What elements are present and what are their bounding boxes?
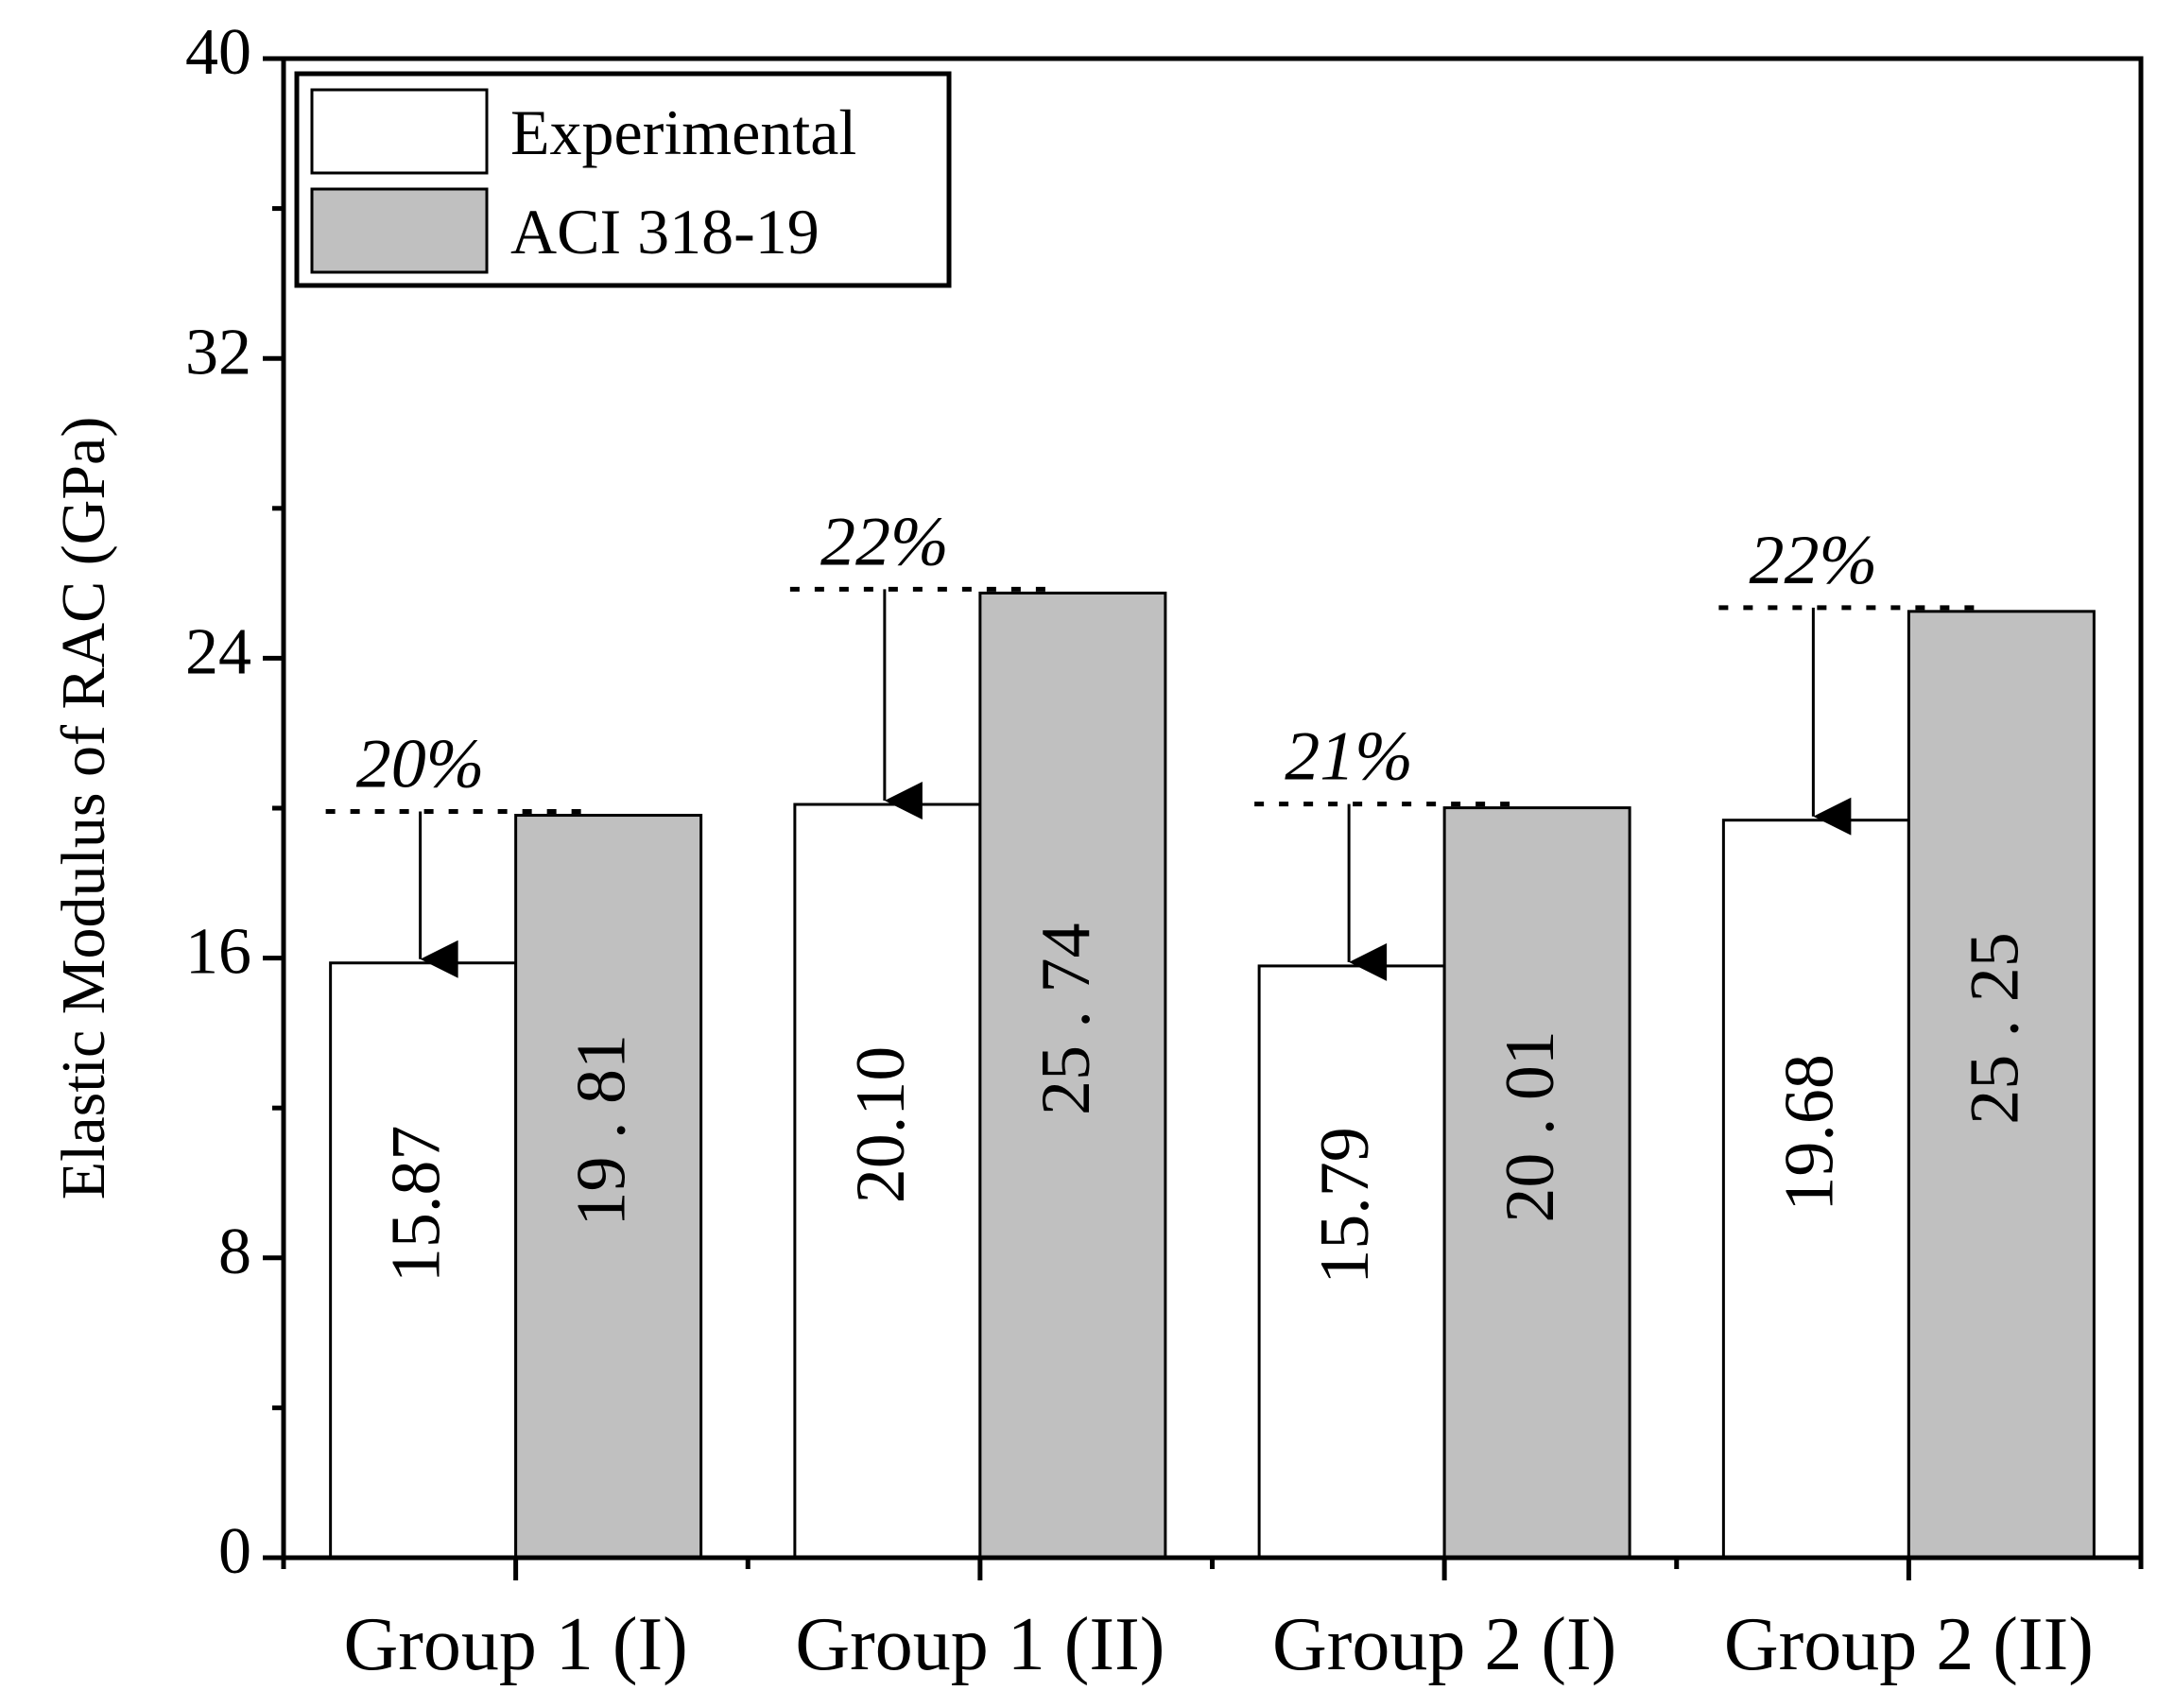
data-label-aci: 25 . 25	[1956, 932, 2033, 1125]
legend-label: ACI 318-19	[510, 196, 820, 267]
data-label-aci: 25 . 74	[1027, 923, 1105, 1115]
bar-aci	[978, 591, 1167, 1560]
bar-experimental	[329, 961, 518, 1560]
x-category-label: Group 2 (II)	[1724, 1603, 2094, 1686]
y-tick-label: 24	[185, 615, 251, 688]
reduction-percent-label: 21%	[1285, 718, 1413, 796]
reduction-percent-label: 22%	[820, 503, 949, 580]
data-label-experimental: 20.10	[842, 1046, 920, 1204]
data-label-aci: 19 . 81	[563, 1034, 641, 1227]
x-category-label: Group 1 (I)	[343, 1603, 687, 1686]
y-tick-label: 0	[218, 1515, 251, 1588]
legend-label: Experimental	[510, 96, 856, 168]
reduction-percent-label: 20%	[356, 726, 485, 803]
reduction-percent-label: 22%	[1750, 522, 1878, 599]
legend: Experimental ACI 318-19	[294, 71, 952, 288]
data-label-experimental: 15.79	[1306, 1127, 1384, 1285]
x-category-label: Group 1 (II)	[795, 1603, 1165, 1686]
bars-layer: 15.87 19 . 81 20.10 25 . 74 15.79 20 . 01 19.6…	[329, 591, 2096, 1560]
data-label-experimental: 15.87	[378, 1126, 456, 1284]
bar-aci	[1907, 610, 2096, 1560]
y-tick-label: 16	[185, 916, 251, 989]
legend-swatch	[310, 187, 489, 274]
axes-layer: 0 8 16 24 32 40 Group 1 (I) Group 1 (II) Group 2…	[49, 16, 2144, 1686]
bar-experimental	[1257, 964, 1446, 1560]
data-label-aci: 20 . 01	[1492, 1030, 1569, 1223]
bar-aci	[514, 814, 703, 1560]
y-axis-title: Elastic Modulus of RAC (GPa)	[49, 417, 118, 1200]
y-tick-label: 32	[185, 316, 251, 388]
annotation-layer: 20% 22% 21% 22%	[325, 503, 1976, 981]
legend-swatch	[310, 88, 489, 175]
x-category-label: Group 2 (I)	[1272, 1603, 1616, 1686]
data-label-experimental: 19.68	[1770, 1054, 1848, 1212]
y-tick-label: 8	[218, 1216, 251, 1288]
y-tick-label: 40	[185, 16, 251, 89]
bar-aci	[1442, 806, 1631, 1560]
